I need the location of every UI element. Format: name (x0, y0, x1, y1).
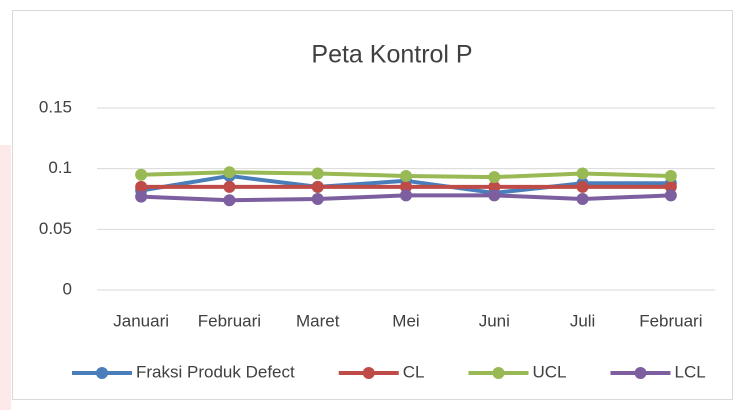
x-tick-label: Juli (570, 311, 596, 330)
point (135, 168, 148, 181)
point (311, 167, 324, 180)
point (223, 180, 236, 193)
point (576, 193, 589, 205)
legend-label: LCL (674, 362, 705, 381)
point (576, 167, 589, 180)
x-tick-label: Juni (479, 311, 510, 330)
point (488, 171, 501, 184)
point (311, 193, 324, 205)
legend-label: CL (403, 362, 425, 381)
chart-title: Peta Kontrol P (311, 41, 472, 69)
legend-marker (362, 367, 375, 379)
point (664, 169, 677, 182)
point (400, 169, 412, 182)
x-tick-label: Februari (639, 311, 702, 330)
x-tick-label: Mei (392, 311, 419, 330)
point (664, 189, 677, 202)
legend-marker (96, 367, 108, 379)
legend-label: Fraksi Produk Defect (136, 362, 295, 381)
point (135, 190, 148, 203)
legend-marker (634, 367, 647, 379)
y-tick-label: 0.1 (48, 158, 72, 177)
point (223, 166, 236, 179)
chart-area (12, 10, 733, 400)
point (135, 180, 148, 193)
point (400, 180, 412, 193)
x-tick-label: Februari (198, 311, 261, 330)
point (664, 180, 677, 193)
x-tick-label: Januari (113, 311, 169, 330)
legend-label: UCL (532, 362, 566, 381)
y-tick-label: 0 (63, 279, 72, 298)
point (223, 194, 236, 207)
point (311, 180, 324, 193)
point (488, 180, 501, 193)
y-tick-label: 0.15 (39, 97, 72, 116)
y-tick-label: 0.05 (39, 219, 72, 238)
side-strip (0, 145, 11, 410)
point (488, 189, 501, 202)
x-tick-label: Maret (296, 311, 340, 330)
point (400, 189, 412, 202)
point (576, 180, 589, 193)
legend-marker (492, 367, 505, 379)
